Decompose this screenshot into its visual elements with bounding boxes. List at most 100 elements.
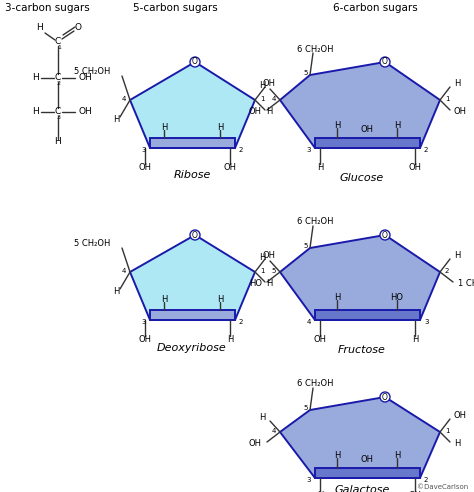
Text: 5: 5	[304, 405, 308, 411]
Polygon shape	[315, 468, 420, 478]
Text: OH: OH	[138, 336, 152, 344]
Text: 1: 1	[260, 96, 264, 102]
Text: OH: OH	[263, 250, 275, 259]
Text: 3: 3	[424, 319, 428, 325]
Text: 5: 5	[304, 70, 308, 76]
Text: ©DaveCarlson: ©DaveCarlson	[417, 484, 468, 490]
Polygon shape	[315, 310, 420, 320]
Circle shape	[380, 57, 390, 67]
Circle shape	[380, 392, 390, 402]
Text: 1: 1	[57, 45, 61, 50]
Text: 4: 4	[272, 428, 276, 434]
Circle shape	[190, 230, 200, 240]
Text: H: H	[334, 122, 340, 130]
Text: H: H	[454, 79, 460, 88]
Text: H: H	[217, 123, 223, 132]
Text: H: H	[394, 452, 400, 461]
Text: 6 CH₂OH: 6 CH₂OH	[297, 217, 333, 226]
Text: 1: 1	[260, 268, 264, 274]
Text: HO: HO	[249, 279, 262, 288]
Text: OH: OH	[138, 163, 152, 173]
Text: 4: 4	[122, 268, 126, 274]
Text: 5 CH₂OH: 5 CH₂OH	[73, 240, 110, 248]
Text: 4: 4	[307, 319, 311, 325]
Text: H: H	[55, 137, 61, 147]
Text: 1: 1	[445, 428, 449, 434]
Text: OH: OH	[249, 107, 262, 117]
Text: 6 CH₂OH: 6 CH₂OH	[297, 44, 333, 54]
Text: OH: OH	[263, 79, 275, 88]
Text: 6-carbon sugars: 6-carbon sugars	[333, 3, 418, 13]
Text: 6 CH₂OH: 6 CH₂OH	[297, 379, 333, 389]
Text: H: H	[217, 296, 223, 305]
Text: H: H	[266, 279, 272, 288]
Text: 5 CH₂OH: 5 CH₂OH	[73, 67, 110, 76]
Text: H: H	[334, 452, 340, 461]
Text: OH: OH	[454, 410, 467, 420]
Text: 5: 5	[272, 268, 276, 274]
Text: H: H	[334, 294, 340, 303]
Text: O: O	[192, 230, 198, 240]
Text: H: H	[227, 336, 233, 344]
Text: Galactose: Galactose	[334, 485, 390, 492]
Polygon shape	[280, 235, 440, 320]
Text: 3: 3	[307, 477, 311, 483]
Polygon shape	[130, 62, 255, 148]
Text: OH: OH	[454, 107, 467, 117]
Text: H: H	[33, 107, 39, 117]
Text: O: O	[192, 58, 198, 66]
Text: OH: OH	[78, 73, 92, 83]
Text: 2: 2	[424, 147, 428, 153]
Text: C: C	[55, 107, 61, 117]
Text: H: H	[266, 107, 272, 117]
Text: H: H	[454, 439, 460, 449]
Text: H: H	[113, 287, 119, 297]
Text: H: H	[260, 413, 266, 423]
Text: 5: 5	[304, 243, 308, 249]
Text: H: H	[454, 250, 460, 259]
Text: H: H	[36, 24, 44, 32]
Text: 1: 1	[445, 96, 449, 102]
Text: Glucose: Glucose	[340, 173, 384, 183]
Text: OH: OH	[361, 125, 374, 134]
Text: 3: 3	[142, 147, 146, 153]
Text: 4: 4	[272, 96, 276, 102]
Text: 2: 2	[239, 319, 243, 325]
Polygon shape	[150, 310, 235, 320]
Polygon shape	[280, 397, 440, 478]
Text: H: H	[260, 253, 266, 263]
Text: HO: HO	[391, 294, 403, 303]
Text: 2: 2	[57, 81, 61, 86]
Text: O: O	[74, 24, 82, 32]
Text: 5-carbon sugars: 5-carbon sugars	[133, 3, 218, 13]
Text: O: O	[382, 230, 388, 240]
Circle shape	[190, 57, 200, 67]
Text: 1 CH₂OH: 1 CH₂OH	[458, 279, 474, 288]
Text: OH: OH	[313, 336, 327, 344]
Text: OH: OH	[249, 439, 262, 449]
Text: C: C	[55, 37, 61, 47]
Text: Ribose: Ribose	[173, 170, 210, 180]
Text: OH: OH	[78, 107, 92, 117]
Text: 3: 3	[307, 147, 311, 153]
Text: H: H	[412, 336, 418, 344]
Polygon shape	[130, 235, 255, 320]
Text: H: H	[260, 82, 266, 91]
Text: 2: 2	[239, 147, 243, 153]
Text: H: H	[394, 122, 400, 130]
Text: H: H	[113, 116, 119, 124]
Text: 3-carbon sugars: 3-carbon sugars	[5, 3, 90, 13]
Text: 2: 2	[445, 268, 449, 274]
Text: C: C	[55, 73, 61, 83]
Text: H: H	[161, 123, 167, 132]
Polygon shape	[315, 138, 420, 148]
Polygon shape	[280, 62, 440, 148]
Text: 2: 2	[424, 477, 428, 483]
Circle shape	[380, 230, 390, 240]
Text: OH: OH	[224, 163, 237, 173]
Text: Fructose: Fructose	[338, 345, 386, 355]
Text: H: H	[317, 163, 323, 173]
Text: O: O	[382, 393, 388, 401]
Text: OH: OH	[409, 163, 421, 173]
Text: 3: 3	[57, 115, 61, 120]
